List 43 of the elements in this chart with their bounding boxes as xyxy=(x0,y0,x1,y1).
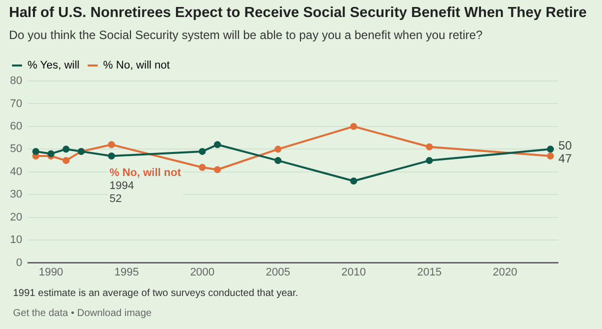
x-tick-label: 2010 xyxy=(341,266,366,278)
y-tick-label: 0 xyxy=(16,256,22,269)
legend-label: % No, will not xyxy=(103,60,170,72)
point xyxy=(426,157,433,164)
x-tick-label: 2020 xyxy=(492,266,518,278)
point xyxy=(274,146,282,153)
point xyxy=(47,150,54,158)
text: Get the data • Download image xyxy=(13,308,152,319)
y-tick-label: 40 xyxy=(10,166,22,178)
text: 1991 estimate is an average of two surveys conducted that year. xyxy=(13,288,298,299)
point xyxy=(108,141,115,148)
annotation: % No, will not 1994 52 xyxy=(109,167,182,206)
data-label: 50 xyxy=(558,138,572,152)
y-tick-label: 30 xyxy=(10,188,22,201)
chart-title: Half of U.S. Nonretirees Expect to Receive Social Security Benefit When They Retire xyxy=(9,5,587,21)
chart-subtitle: Do you think the Social Security system will be able to pay you a benefit when you retire? xyxy=(9,28,483,42)
point xyxy=(214,141,221,148)
legend-label: % Yes, will xyxy=(28,60,80,72)
y-tick-label: 60 xyxy=(10,120,22,132)
x-tick-label: 2005 xyxy=(266,266,290,278)
point xyxy=(198,164,206,171)
y-tick-label: 70 xyxy=(10,98,22,110)
point xyxy=(274,157,282,164)
x-tick-label: 2000 xyxy=(190,266,215,278)
x-tick-label: 1995 xyxy=(114,266,139,278)
x-tick-label: 2015 xyxy=(417,266,442,278)
point xyxy=(350,177,358,184)
data-label: 47 xyxy=(558,151,572,166)
point xyxy=(350,122,358,130)
point xyxy=(32,148,40,155)
point xyxy=(62,157,70,164)
point xyxy=(426,143,433,150)
point xyxy=(546,146,554,153)
y-tick-label: 10 xyxy=(10,234,22,246)
y-tick-label: 20 xyxy=(10,211,22,224)
point xyxy=(108,152,115,160)
point xyxy=(214,166,221,174)
x-tick-label: 1990 xyxy=(38,266,64,278)
point xyxy=(546,152,554,160)
point xyxy=(62,146,70,153)
point xyxy=(198,148,206,155)
y-tick-label: 80 xyxy=(10,75,22,88)
y-tick-label: 50 xyxy=(10,143,22,156)
